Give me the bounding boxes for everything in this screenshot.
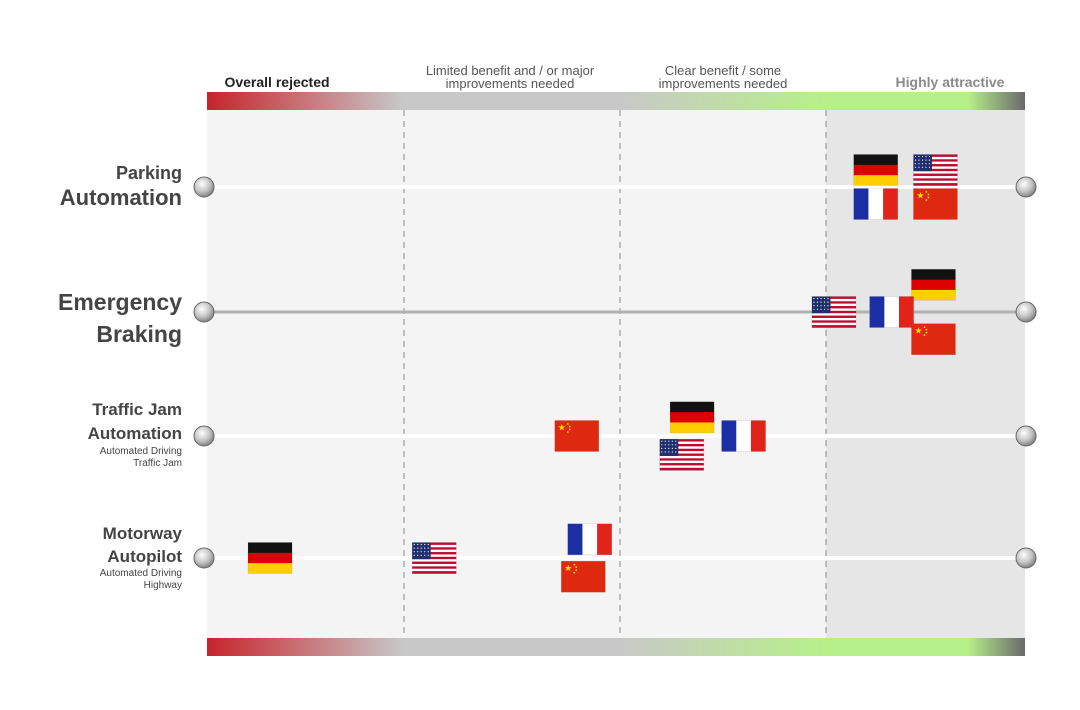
china-flag [911, 323, 956, 355]
row-knob-left [193, 176, 215, 198]
header-highly-attractive: Highly attractive [895, 74, 1005, 90]
top-gradient-bar [207, 92, 1025, 110]
france-flag [567, 523, 613, 556]
bottom-gradient-bar [207, 638, 1025, 656]
row-knob-right [1015, 176, 1037, 198]
row-subtitle-line: Automated Driving [99, 446, 182, 457]
header-limited-benefit: Limited benefit and / or major improveme… [425, 63, 595, 91]
row-label-line: Emergency [57, 289, 182, 315]
row-label-line: Traffic Jam [92, 400, 182, 419]
usa-flag [913, 154, 958, 186]
row-subtitle-line: Highway [143, 580, 182, 591]
france-flag [721, 420, 766, 452]
china-flag [913, 188, 958, 220]
usa-flag [411, 542, 457, 574]
row-knob-right [1015, 301, 1037, 323]
china-flag [561, 560, 606, 593]
row-knob-left [193, 301, 215, 323]
row-subtitle-line: Traffic Jam [133, 458, 182, 469]
row-label-parking: Parking Automation [60, 162, 182, 212]
china-flag [554, 420, 600, 452]
row-label-line: Automation [59, 185, 182, 210]
row-knob-right [1015, 425, 1037, 447]
header-overall-rejected: Overall rejected [224, 74, 330, 90]
row-label-trafficjam: Traffic Jam Automation Automated Driving… [88, 398, 182, 470]
row-subtitle-line: Automated Driving [99, 568, 182, 579]
header-clear-benefit: Clear benefit / some improvements needed [658, 63, 788, 91]
row-label-line: Parking [115, 163, 182, 183]
germany-flag [853, 154, 898, 186]
usa-flag [811, 296, 857, 328]
row-knob-right [1015, 547, 1037, 569]
germany-flag [247, 542, 293, 574]
row-label-motorway: Motorway Autopilot Automated Driving Hig… [100, 522, 182, 592]
france-flag [869, 296, 914, 328]
row-label-line: Motorway [102, 524, 182, 543]
row-label-braking: Emergency Braking [58, 286, 182, 350]
germany-flag [669, 401, 715, 434]
row-knob-left [193, 547, 215, 569]
germany-flag [911, 269, 956, 301]
row-label-line: Braking [96, 321, 182, 347]
row-label-line: Automation [87, 424, 182, 443]
row-label-line: Autopilot [107, 547, 182, 566]
usa-flag [659, 438, 705, 471]
france-flag [853, 188, 898, 220]
row-knob-left [193, 425, 215, 447]
